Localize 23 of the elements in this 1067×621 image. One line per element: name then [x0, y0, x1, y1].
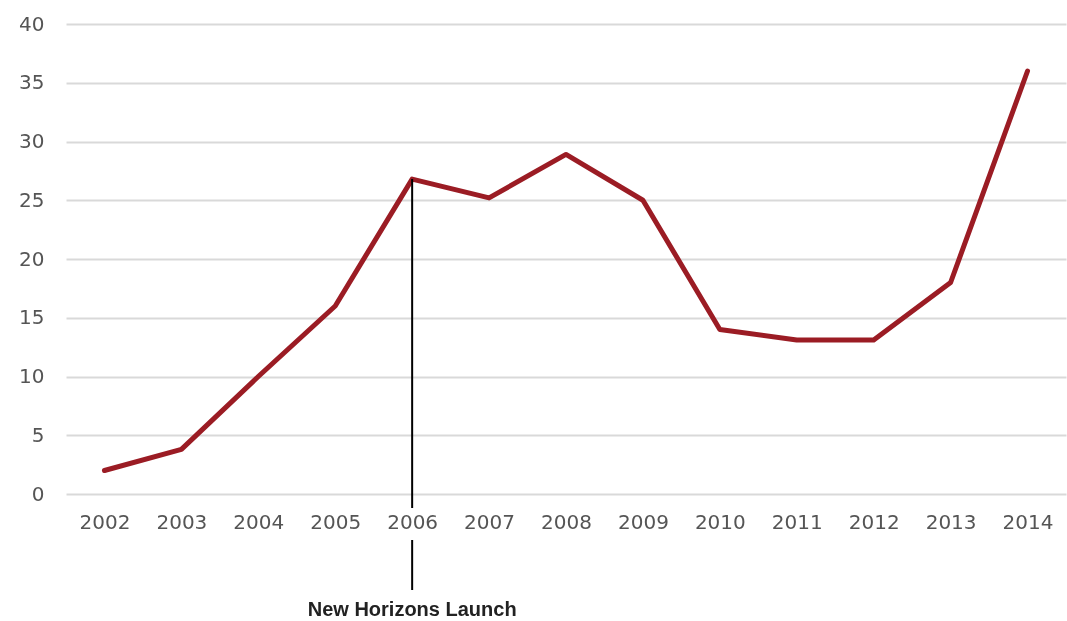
- y-tick-label: 30: [19, 129, 45, 153]
- x-tick-label: 2014: [1002, 509, 1054, 534]
- x-tick-label: 2009: [617, 509, 669, 534]
- x-tick-label: 2002: [79, 509, 131, 534]
- x-tick-label: 2012: [848, 509, 900, 534]
- x-tick-label: 2006: [387, 509, 439, 534]
- x-tick-label: 2008: [541, 509, 592, 534]
- y-tick-label: 20: [19, 246, 45, 271]
- x-tick-label: 2005: [310, 509, 362, 534]
- y-tick-label: 35: [19, 70, 45, 95]
- y-tick-label: 0: [31, 481, 45, 506]
- x-tick-label: 2004: [233, 509, 285, 534]
- x-tick-label: 2007: [464, 509, 516, 534]
- x-tick-label: 2011: [771, 509, 823, 534]
- x-tick-label: 2013: [925, 509, 977, 534]
- x-tick-label: 2003: [156, 509, 208, 534]
- y-tick-label: 40: [19, 11, 45, 36]
- y-tick-label: 15: [19, 305, 45, 330]
- ref-line-label: New Horizons Launch: [307, 598, 517, 620]
- y-tick-label: 5: [31, 422, 45, 447]
- y-tick-label: 10: [19, 364, 45, 388]
- x-tick-label: 2010: [694, 509, 746, 534]
- y-tick-label: 25: [19, 187, 45, 212]
